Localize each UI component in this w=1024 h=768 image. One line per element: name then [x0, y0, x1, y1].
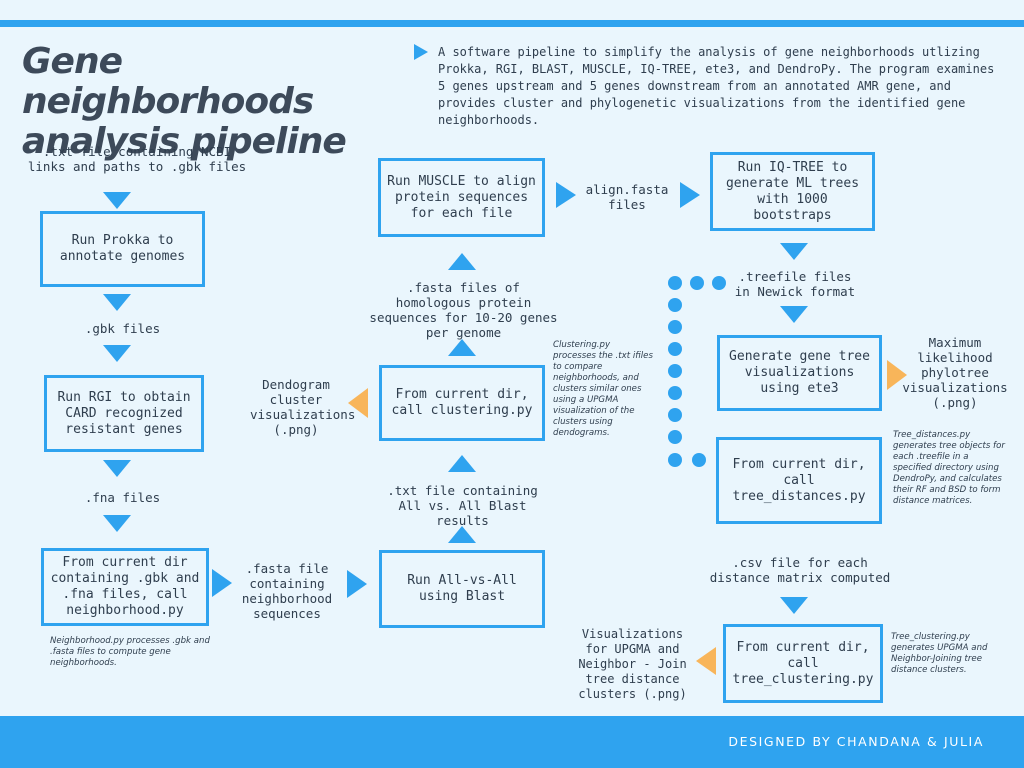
- arrow-down-icon: [780, 243, 808, 260]
- arrow-right-orange-icon: [887, 360, 907, 390]
- gene-tree-box: Generate gene tree visualizations using …: [717, 335, 882, 411]
- fna-label: .fna files: [84, 490, 161, 505]
- arrow-right-icon: [556, 182, 576, 208]
- clustering-note: Clustering.py processes the .txt ifiles …: [553, 340, 653, 438]
- arrow-right-icon: [212, 569, 232, 597]
- tree-distances-box: From current dir, call tree_distances.py: [716, 437, 882, 524]
- arrow-up-icon: [448, 253, 476, 270]
- blast-box: Run All-vs-All using Blast: [379, 550, 545, 628]
- arrow-down-icon: [103, 294, 131, 311]
- arrow-down-icon: [103, 515, 131, 532]
- arrow-down-icon: [103, 345, 131, 362]
- top-bar: [0, 20, 1024, 27]
- arrow-down-icon: [103, 192, 131, 209]
- footer: DESIGNED BY CHANDANA & JULIA: [0, 716, 1024, 768]
- rgi-box: Run RGI to obtain CARD recognized resist…: [44, 375, 204, 452]
- neighborhood-note: Neighborhood.py processes .gbk and .fast…: [50, 636, 210, 668]
- arrow-down-icon: [780, 306, 808, 323]
- treefile-label: .treefile files in Newick format: [734, 269, 856, 299]
- dotted-connector: [668, 276, 726, 467]
- homologous-label: .fasta files of homologous protein seque…: [369, 280, 558, 340]
- arrow-left-orange-icon: [348, 388, 368, 418]
- arrow-down-icon: [103, 460, 131, 477]
- description-bullet-icon: [414, 44, 428, 60]
- arrow-right-icon: [347, 570, 367, 598]
- iqtree-box: Run IQ-TREE to generate ML trees with 10…: [710, 152, 875, 231]
- tree-clustering-note: Tree_clustering.py generates UPGMA and N…: [891, 632, 988, 675]
- csv-label: .csv file for each distance matrix compu…: [709, 555, 891, 585]
- footer-credit: DESIGNED BY CHANDANA & JULIA: [728, 734, 984, 749]
- neighborhood-box: From current dir containing .gbk and .fn…: [41, 548, 209, 626]
- blast-results-label: .txt file containing All vs. All Blast r…: [387, 483, 538, 528]
- tree-clustering-viz-label: Visualizations for UPGMA and Neighbor - …: [578, 627, 687, 701]
- arrow-left-orange-icon: [696, 647, 716, 675]
- prokka-box: Run Prokka to annotate genomes: [40, 211, 205, 287]
- gbk-label: .gbk files: [84, 321, 161, 336]
- ml-viz-label: Maximum likelihood phylotree visualizati…: [902, 335, 1008, 410]
- arrow-right-icon: [680, 182, 700, 208]
- arrow-up-icon: [448, 526, 476, 543]
- muscle-box: Run MUSCLE to align protein sequences fo…: [378, 158, 545, 237]
- arrow-up-icon: [448, 455, 476, 472]
- arrow-up-icon: [448, 339, 476, 356]
- tree-distances-note: Tree_distances.py generates tree objects…: [893, 430, 1005, 506]
- arrow-down-icon: [780, 597, 808, 614]
- align-label: align.fasta files: [585, 182, 669, 212]
- description: A software pipeline to simplify the anal…: [438, 45, 995, 127]
- tree-clustering-box: From current dir, call tree_clustering.p…: [723, 624, 883, 703]
- input-label: .txt file containing NCBI links and path…: [27, 144, 247, 174]
- clustering-box: From current dir, call clustering.py: [379, 365, 545, 441]
- page-title: Gene neighborhoods analysis pipeline: [22, 41, 347, 162]
- fasta-file-label: .fasta file containing neighborhood sequ…: [241, 561, 333, 621]
- dendogram-label: Dendogram cluster visualizations (.png): [250, 377, 356, 437]
